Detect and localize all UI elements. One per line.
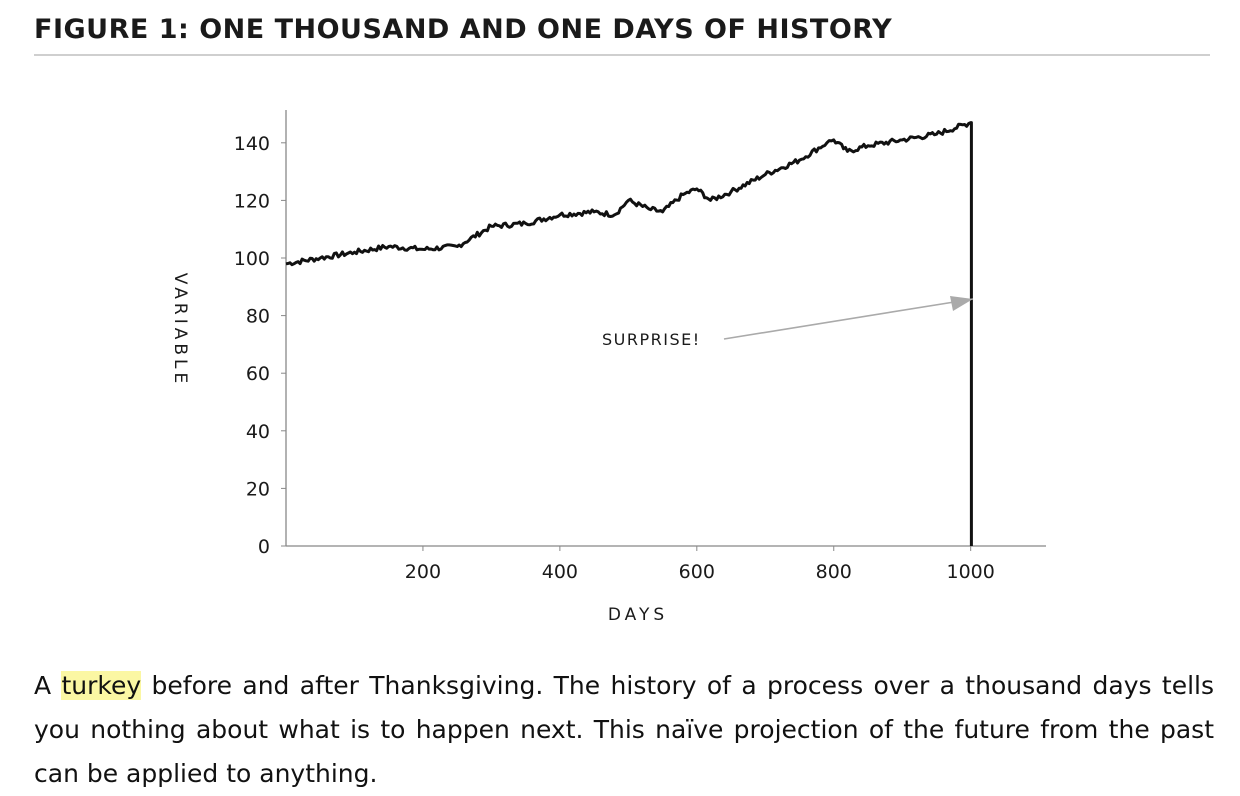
line-chart: 0 20 40 60 80 100 120 140 200 400 600 800 1000 DAYS VA…	[170, 110, 1046, 625]
annotation-layer: SURPRISE!	[602, 296, 974, 349]
y-tick-label: 40	[246, 421, 270, 443]
y-tick-label: 0	[258, 536, 270, 558]
x-tick-label: 1000	[947, 561, 995, 583]
series-layer	[285, 121, 973, 547]
chart-axes: 0 20 40 60 80 100 120 140 200 400 600 800 1000 DAYS VA…	[170, 110, 1046, 625]
figure-title: FIGURE 1: ONE THOUSAND AND ONE DAYS OF H…	[34, 14, 893, 45]
x-axis-title: DAYS	[608, 605, 668, 625]
title-divider	[34, 54, 1210, 56]
x-tick-label: 800	[816, 561, 852, 583]
annotation-arrowhead	[950, 296, 973, 311]
caption-highlight: turkey	[61, 671, 142, 700]
y-tick-label: 20	[246, 478, 270, 500]
y-axis-title: VARIABLE	[170, 273, 190, 388]
y-tick-label: 100	[234, 248, 270, 270]
x-tick-label: 600	[679, 561, 715, 583]
figure-caption: A turkey before and after Thanksgiving. …	[34, 664, 1214, 796]
annotation-label: SURPRISE!	[602, 330, 701, 349]
series-line	[285, 121, 973, 546]
x-tick-label: 400	[542, 561, 578, 583]
y-tick-label: 120	[234, 190, 270, 212]
y-tick-label: 60	[246, 363, 270, 385]
x-tick-label: 200	[405, 561, 441, 583]
caption-rest: before and after Thanksgiving. The histo…	[34, 671, 1214, 788]
y-tick-label: 140	[234, 133, 270, 155]
annotation-arrow-line	[723, 298, 974, 340]
caption-lead: A	[34, 671, 62, 700]
y-tick-label: 80	[246, 306, 270, 328]
